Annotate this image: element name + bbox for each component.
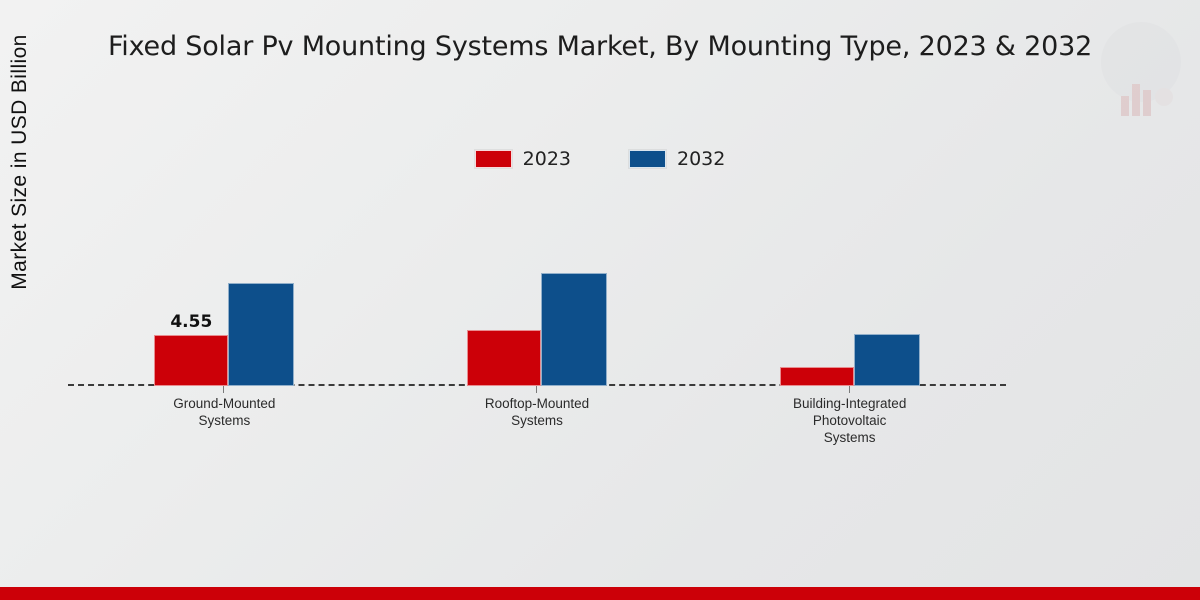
cat1-line2: Systems — [198, 413, 251, 428]
x-axis-tick-2 — [536, 386, 537, 393]
bar-2032-ground-mounted-systems[interactable] — [228, 283, 295, 386]
cat3-line1: Building-Integrated — [793, 396, 907, 411]
footer-accent-band — [0, 587, 1200, 600]
bar-2023-ground-mounted-systems[interactable]: 4.55 — [154, 312, 229, 386]
cat3-line3: Systems — [823, 430, 876, 445]
legend-label-2032: 2032 — [677, 148, 726, 170]
legend-swatch-2023 — [474, 150, 512, 168]
legend-swatch-2032 — [629, 150, 666, 168]
cat3-line2: Photovoltaic — [812, 413, 887, 428]
bar-2032-building-integrated-photovoltaic-systems[interactable] — [853, 334, 920, 386]
bar-2023-building-integrated-photovoltaic-systems[interactable] — [779, 367, 854, 386]
bar-2032-rooftop-mounted-systems[interactable] — [541, 273, 607, 386]
legend-item-2032[interactable]: 2032 — [629, 148, 725, 170]
x-axis-tick-3 — [848, 386, 850, 393]
x-axis-label-ground-mounted-systems: Ground-Mounted Systems — [119, 395, 329, 429]
bar-group-ground-mounted-systems: 4.55 Ground-Mounted Systems — [68, 180, 381, 428]
bar-groups: 4.55 Ground-Mounted Systems Rooftop-Moun… — [68, 180, 1006, 445]
watermark-bars-icon — [1121, 80, 1165, 116]
x-axis-label-building-integrated-photovoltaic-systems: Building-Integrated Photovoltaic Systems — [745, 395, 955, 446]
chart-legend: 2023 2032 — [0, 148, 1200, 170]
cat2-line2: Systems — [511, 413, 563, 428]
x-axis-tick-1 — [223, 386, 225, 393]
legend-item-2023[interactable]: 2023 — [474, 148, 571, 170]
legend-label-2023: 2023 — [522, 148, 571, 170]
watermark-dot-icon — [1155, 88, 1173, 106]
cat1-line1: Ground-Mounted — [173, 396, 276, 411]
x-axis-label-rooftop-mounted-systems: Rooftop-Mounted Systems — [432, 395, 642, 429]
bar-group-rooftop-mounted-systems: Rooftop-Mounted Systems — [381, 180, 694, 428]
cat2-line1: Rooftop-Mounted — [484, 396, 590, 411]
bar-2023-rooftop-mounted-systems[interactable] — [467, 330, 541, 386]
bar-group-building-integrated-photovoltaic-systems: Building-Integrated Photovoltaic Systems — [693, 180, 1006, 445]
bar-value-label-2023-ground-mounted-systems: 4.55 — [170, 312, 213, 332]
chart-title: Fixed Solar Pv Mounting Systems Market, … — [107, 31, 1093, 62]
plot-area: 4.55 Ground-Mounted Systems Rooftop-Moun… — [68, 180, 1006, 445]
